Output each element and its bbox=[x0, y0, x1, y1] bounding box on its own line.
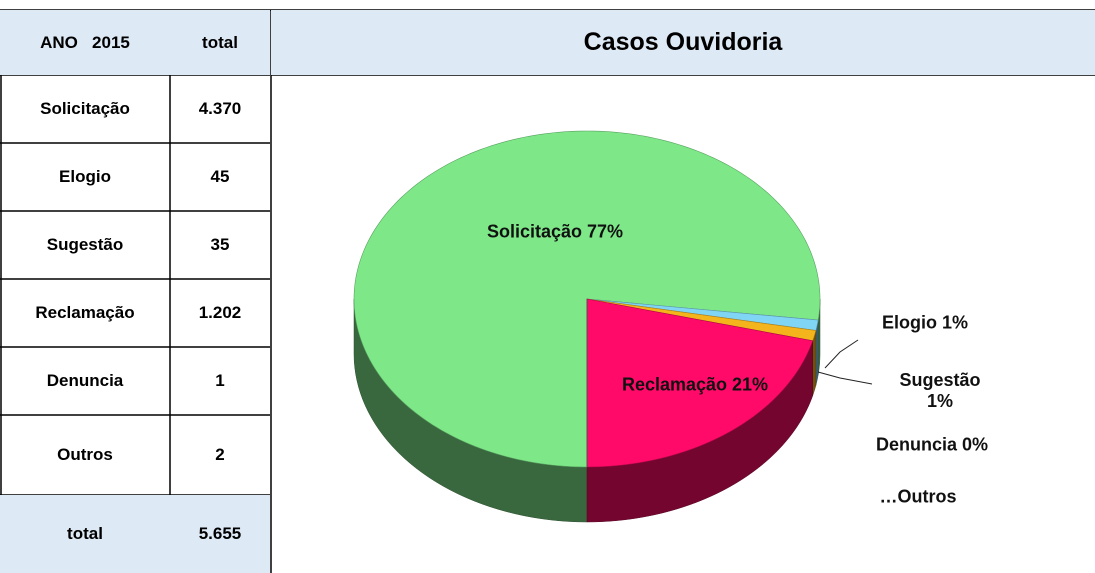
table-cell: Outros bbox=[57, 445, 113, 464]
chart-title: Casos Ouvidoria bbox=[271, 10, 1095, 75]
table-cell: 5.655 bbox=[170, 495, 270, 573]
table-cell: Solicitação bbox=[40, 99, 130, 118]
pie bbox=[353, 130, 821, 523]
table-cell: 45 bbox=[210, 167, 230, 186]
data-label: Sugestão 1% bbox=[899, 370, 981, 411]
data-label: Elogio 1% bbox=[881, 312, 968, 333]
table-cell: Sugestão bbox=[46, 235, 124, 254]
table-cell: total bbox=[170, 10, 270, 75]
table-cell: 35 bbox=[210, 235, 230, 254]
table-cell: 4.370 bbox=[198, 99, 242, 118]
leader-line bbox=[817, 371, 873, 385]
slice bbox=[586, 298, 814, 468]
data-label: Denuncia 0% bbox=[875, 434, 989, 455]
table-cell: 1 bbox=[215, 371, 225, 390]
table-cell: Elogio bbox=[59, 167, 111, 186]
table-cell: Reclamação bbox=[35, 303, 135, 322]
data-label: Reclamação 21% bbox=[621, 374, 769, 395]
leader-line bbox=[824, 339, 859, 369]
data-label: Solicitação 77% bbox=[486, 221, 624, 242]
table-cell: Denuncia bbox=[46, 371, 124, 390]
table-cell: 2 bbox=[215, 445, 225, 464]
table-cell: total bbox=[0, 495, 170, 573]
data-label: …Outros bbox=[879, 486, 957, 507]
table-cell: 1.202 bbox=[198, 303, 242, 322]
table-cell: ANO 2015 bbox=[0, 10, 170, 75]
